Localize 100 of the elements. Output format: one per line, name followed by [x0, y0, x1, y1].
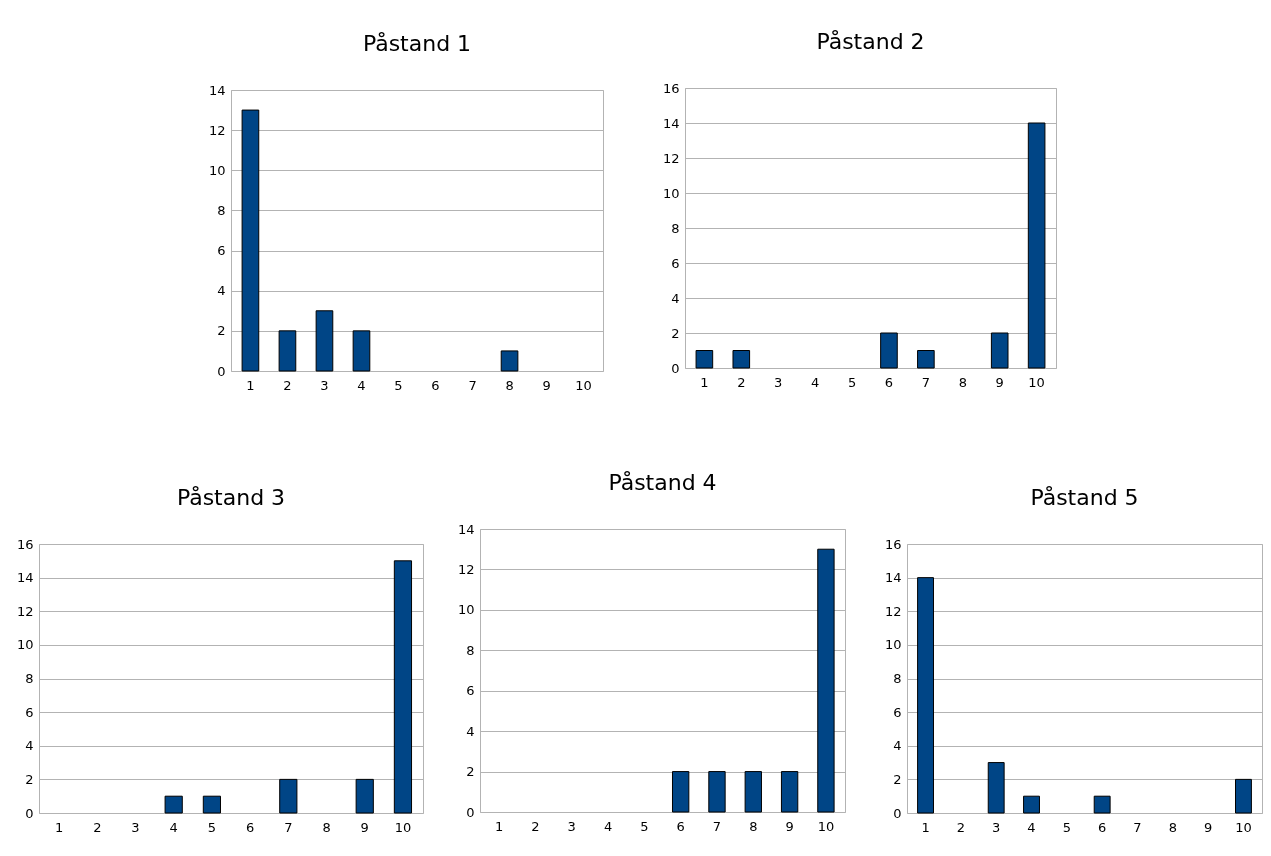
y-tick-label: 6: [25, 704, 34, 720]
x-tick-label: 10: [817, 818, 835, 834]
x-tick-label: 10: [1028, 374, 1045, 390]
y-tick-label: 16: [16, 536, 34, 552]
y-tick-label: 6: [466, 683, 475, 699]
bar: [732, 350, 751, 369]
x-tick-label: 5: [394, 377, 403, 393]
chart-title: Påstand 4: [608, 470, 717, 495]
x-tick-label: 9: [995, 374, 1004, 390]
bar: [279, 778, 298, 814]
x-tick-label: 6: [431, 377, 440, 393]
x-tick-label: 10: [394, 819, 412, 835]
x-tick-label: 2: [531, 818, 540, 834]
x-tick-label: 6: [1098, 819, 1107, 835]
bar: [1093, 795, 1111, 814]
x-tick-label: 8: [505, 377, 514, 393]
x-tick-label: 8: [1168, 819, 1177, 835]
bar: [695, 350, 714, 369]
y-tick-label: 10: [16, 637, 34, 653]
y-tick-label: 8: [893, 671, 902, 686]
y-tick-label: 4: [466, 723, 475, 739]
y-tick-label: 4: [25, 738, 34, 754]
x-tick-label: 2: [283, 377, 292, 393]
x-tick-label: 3: [131, 819, 140, 835]
x-tick-label: 9: [1203, 819, 1213, 835]
x-tick-label: 7: [1133, 819, 1142, 835]
y-tick-label: 4: [217, 283, 226, 299]
y-tick-label: 0: [671, 360, 680, 376]
x-tick-label: 1: [494, 818, 504, 834]
y-tick-label: 2: [671, 325, 680, 341]
bar: [352, 330, 371, 372]
y-tick-label: 0: [466, 804, 475, 820]
x-tick-label: 4: [810, 374, 820, 390]
x-tick-label: 2: [956, 819, 966, 835]
y-tick-label: 14: [208, 82, 226, 98]
y-tick-label: 16: [662, 80, 680, 96]
x-tick-label: 9: [542, 377, 551, 393]
x-tick-label: 1: [700, 374, 709, 390]
bar: [393, 560, 413, 814]
x-tick-label: 3: [320, 377, 329, 393]
x-tick-label: 9: [785, 818, 794, 834]
x-tick-label: 1: [54, 819, 64, 835]
bar: [987, 762, 1005, 814]
y-tick-label: 2: [893, 771, 902, 787]
x-tick-label: 8: [322, 819, 331, 835]
x-tick-label: 5: [1062, 819, 1071, 835]
x-tick-label: 7: [712, 818, 722, 834]
x-tick-label: 3: [992, 819, 1001, 835]
y-tick-label: 14: [884, 570, 902, 586]
x-tick-label: 1: [246, 377, 255, 393]
bar: [1027, 122, 1046, 369]
y-tick-label: 0: [893, 805, 902, 821]
y-tick-label: 4: [671, 290, 680, 306]
bar: [917, 350, 935, 369]
x-tick-label: 3: [774, 374, 783, 390]
x-tick-label: 7: [921, 374, 931, 390]
y-tick-label: 12: [16, 603, 34, 619]
y-tick-label: 6: [671, 255, 680, 271]
x-tick-label: 3: [567, 818, 576, 834]
bar: [241, 109, 260, 372]
y-tick-label: 6: [217, 243, 226, 259]
y-tick-label: 2: [217, 323, 226, 339]
y-tick-label: 14: [662, 115, 680, 131]
y-tick-label: 8: [466, 642, 475, 658]
x-tick-label: 4: [603, 818, 613, 834]
y-tick-label: 4: [893, 738, 902, 754]
x-tick-label: 9: [360, 819, 369, 835]
bar: [315, 310, 334, 372]
x-tick-label: 2: [737, 374, 746, 390]
y-tick-label: 10: [457, 602, 475, 618]
bar: [500, 350, 519, 372]
bar: [278, 330, 297, 372]
chart-title: Påstand 3: [176, 485, 286, 510]
y-tick-label: 14: [16, 570, 34, 586]
x-tick-label: 5: [207, 819, 217, 835]
y-tick-label: 16: [884, 536, 902, 552]
y-tick-label: 12: [884, 603, 902, 619]
chart-title: Påstand 1: [362, 31, 472, 56]
x-tick-label: 5: [640, 818, 649, 834]
x-tick-label: 10: [1235, 819, 1252, 835]
x-tick-label: 8: [749, 818, 758, 834]
x-tick-label: 4: [169, 819, 178, 835]
y-tick-label: 10: [884, 637, 902, 653]
y-tick-label: 12: [662, 150, 680, 166]
y-tick-label: 8: [671, 220, 680, 236]
x-tick-label: 10: [575, 377, 592, 393]
y-tick-label: 8: [217, 202, 226, 218]
y-tick-label: 14: [457, 521, 475, 537]
chart-title: Påstand 5: [1030, 485, 1139, 510]
x-tick-label: 4: [357, 377, 366, 393]
y-tick-label: 10: [208, 162, 226, 178]
bar: [164, 795, 183, 814]
x-tick-label: 1: [921, 819, 930, 835]
x-tick-label: 8: [958, 374, 967, 390]
x-tick-label: 6: [245, 819, 255, 835]
bar: [1235, 778, 1252, 814]
x-tick-label: 7: [284, 819, 293, 835]
y-tick-label: 0: [25, 805, 34, 821]
x-tick-label: 7: [468, 377, 477, 393]
y-tick-label: 2: [466, 764, 475, 780]
